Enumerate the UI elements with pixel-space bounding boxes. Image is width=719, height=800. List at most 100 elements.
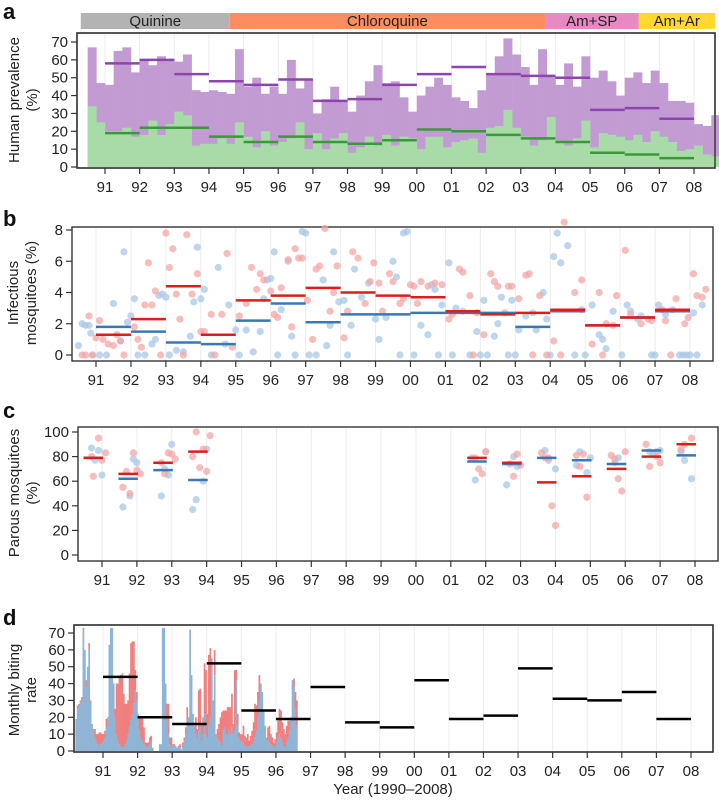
ytick-label-d-10: 10 (48, 726, 65, 743)
bar-biting-red (209, 648, 212, 718)
bar-subgroup-prevalence (659, 136, 669, 167)
bar-biting-blue (88, 649, 91, 751)
bar-total-prevalence (486, 74, 496, 167)
bar-biting-blue (264, 725, 267, 751)
bar-biting-red (125, 703, 128, 741)
point-red (571, 288, 579, 297)
point-blue (382, 313, 390, 322)
bar-biting-blue (125, 740, 128, 751)
bar-subgroup-prevalence (156, 134, 166, 167)
bar-biting-blue (223, 727, 226, 751)
bar-biting-blue (160, 744, 163, 751)
bar-subgroup-prevalence (364, 136, 374, 167)
bar-biting-blue (209, 717, 212, 751)
bar-biting-red (85, 680, 88, 687)
point-blue (256, 327, 264, 336)
point-blue (438, 301, 446, 309)
point-red (687, 434, 696, 442)
drug-period-label: Am+SP (566, 13, 617, 30)
bar-biting-red (115, 683, 118, 735)
xtick-label-a-04: 04 (547, 179, 564, 196)
bar-biting-blue (290, 717, 292, 751)
bar-biting-blue (280, 737, 282, 751)
panel-label-b: b (3, 206, 16, 231)
point-red (385, 270, 394, 278)
xtick-label-c-94: 94 (198, 572, 215, 589)
bar-subgroup-prevalence (460, 140, 470, 167)
point-blue (225, 301, 233, 309)
bar-total-prevalence (200, 92, 210, 167)
point-blue (319, 276, 327, 284)
point-blue (551, 465, 560, 473)
bar-biting-blue (118, 744, 121, 751)
bar-biting-blue (177, 747, 180, 751)
bar-biting-blue (146, 745, 148, 751)
bar-total-prevalence (555, 84, 565, 167)
point-red (684, 313, 692, 322)
bar-biting-red (169, 737, 171, 745)
point-red (309, 335, 317, 343)
bar-subgroup-prevalence (295, 122, 305, 167)
bar-total-prevalence (208, 90, 218, 167)
bar-biting-red (226, 707, 229, 736)
point-red (235, 312, 243, 320)
bar-biting-blue (81, 700, 83, 751)
bar-subgroup-prevalence (668, 142, 677, 167)
bar-biting-red (167, 703, 170, 735)
bar-biting-red (272, 742, 275, 746)
bar-biting-blue (235, 680, 238, 751)
bar-biting-blue (268, 742, 271, 751)
point-blue (120, 248, 128, 256)
bar-total-prevalence (668, 100, 677, 167)
bar-subgroup-prevalence (390, 145, 400, 167)
bar-biting-blue (112, 683, 115, 751)
point-red (661, 317, 670, 325)
ytick-label-b-0: 0 (55, 347, 63, 364)
bar-biting-red (242, 725, 245, 743)
point-blue (340, 296, 348, 304)
point-red (646, 462, 654, 471)
bar-biting-red (285, 725, 288, 743)
bar-total-prevalence (156, 56, 166, 167)
bar-biting-red (229, 707, 232, 735)
bar-biting-blue (143, 744, 145, 751)
point-red (349, 248, 357, 256)
xtick-label-d-95: 95 (233, 763, 250, 780)
bar-subgroup-prevalence (148, 120, 158, 167)
bar-total-prevalence (321, 99, 331, 167)
bar-biting-blue (176, 747, 179, 751)
point-red (599, 351, 607, 359)
bar-biting-blue (242, 742, 245, 751)
bar-biting-red (277, 720, 279, 738)
bar-total-prevalence (364, 81, 374, 167)
point-blue (371, 315, 380, 323)
point-red (459, 268, 467, 276)
bar-biting-blue (111, 627, 114, 751)
bar-biting-blue (79, 702, 82, 751)
ylabel-b-line2: mosquitoes (%) (23, 241, 40, 345)
point-red (196, 464, 204, 472)
point-blue (165, 351, 173, 359)
point-blue (581, 351, 589, 359)
bar-biting-red (89, 700, 92, 703)
bar-biting-blue (91, 724, 93, 751)
bar-subgroup-prevalence (416, 149, 426, 167)
point-red (557, 351, 565, 359)
bar-biting-blue (186, 724, 189, 751)
panel-label-a: a (3, 0, 16, 24)
point-red (126, 489, 134, 498)
bar-biting-red (99, 732, 102, 745)
xtick-label-b-04: 04 (542, 372, 559, 389)
bar-biting-red (258, 675, 261, 701)
bar-biting-red (166, 703, 168, 718)
bar-biting-red (236, 713, 239, 726)
bar-biting-blue (151, 747, 154, 751)
point-blue (133, 459, 141, 467)
point-red (560, 218, 568, 226)
bar-biting-red (148, 737, 151, 745)
point-red (333, 262, 341, 270)
bar-subgroup-prevalence (269, 145, 279, 167)
bar-subgroup-prevalence (338, 133, 348, 167)
bar-biting-blue (137, 713, 140, 751)
bar-subgroup-prevalence (425, 136, 435, 167)
